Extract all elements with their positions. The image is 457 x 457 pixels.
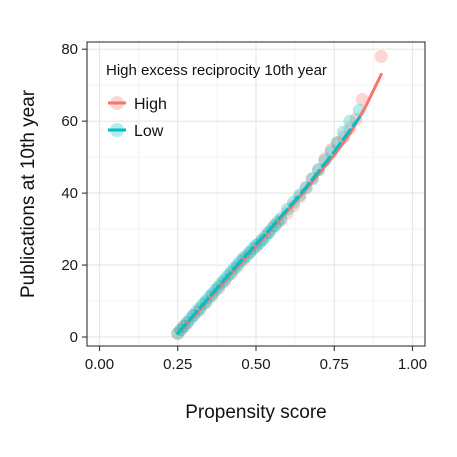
y-tick-label: 20 [61,257,78,274]
legend-title: High excess reciprocity 10th year [106,62,327,79]
y-tick-label: 80 [61,41,78,58]
x-tick-label: 1.00 [398,356,427,373]
grid-lines [87,42,425,346]
legend-item-low: Low [108,123,164,140]
legend-label-high: High [134,96,167,113]
trend-line-low [176,116,361,335]
axis-ticks: 0.00 0.25 0.50 0.75 1.00 0 20 40 60 80 [61,41,427,373]
x-tick-label: 0.25 [163,356,192,373]
data-point-high [355,93,369,107]
legend: High excess reciprocity 10th year High L… [106,62,327,140]
y-tick-label: 0 [70,329,78,346]
trend-lines [176,72,383,335]
y-axis-title: Publications at 10th year [18,89,39,298]
data-point-high [374,49,388,63]
x-tick-label: 0.75 [320,356,349,373]
y-tick-label: 60 [61,113,78,130]
legend-item-high: High [108,96,167,113]
x-tick-label: 0.50 [241,356,270,373]
y-tick-label: 40 [61,185,78,202]
legend-label-low: Low [134,123,164,140]
x-axis-title: Propensity score [185,402,327,423]
x-tick-label: 0.00 [85,356,114,373]
